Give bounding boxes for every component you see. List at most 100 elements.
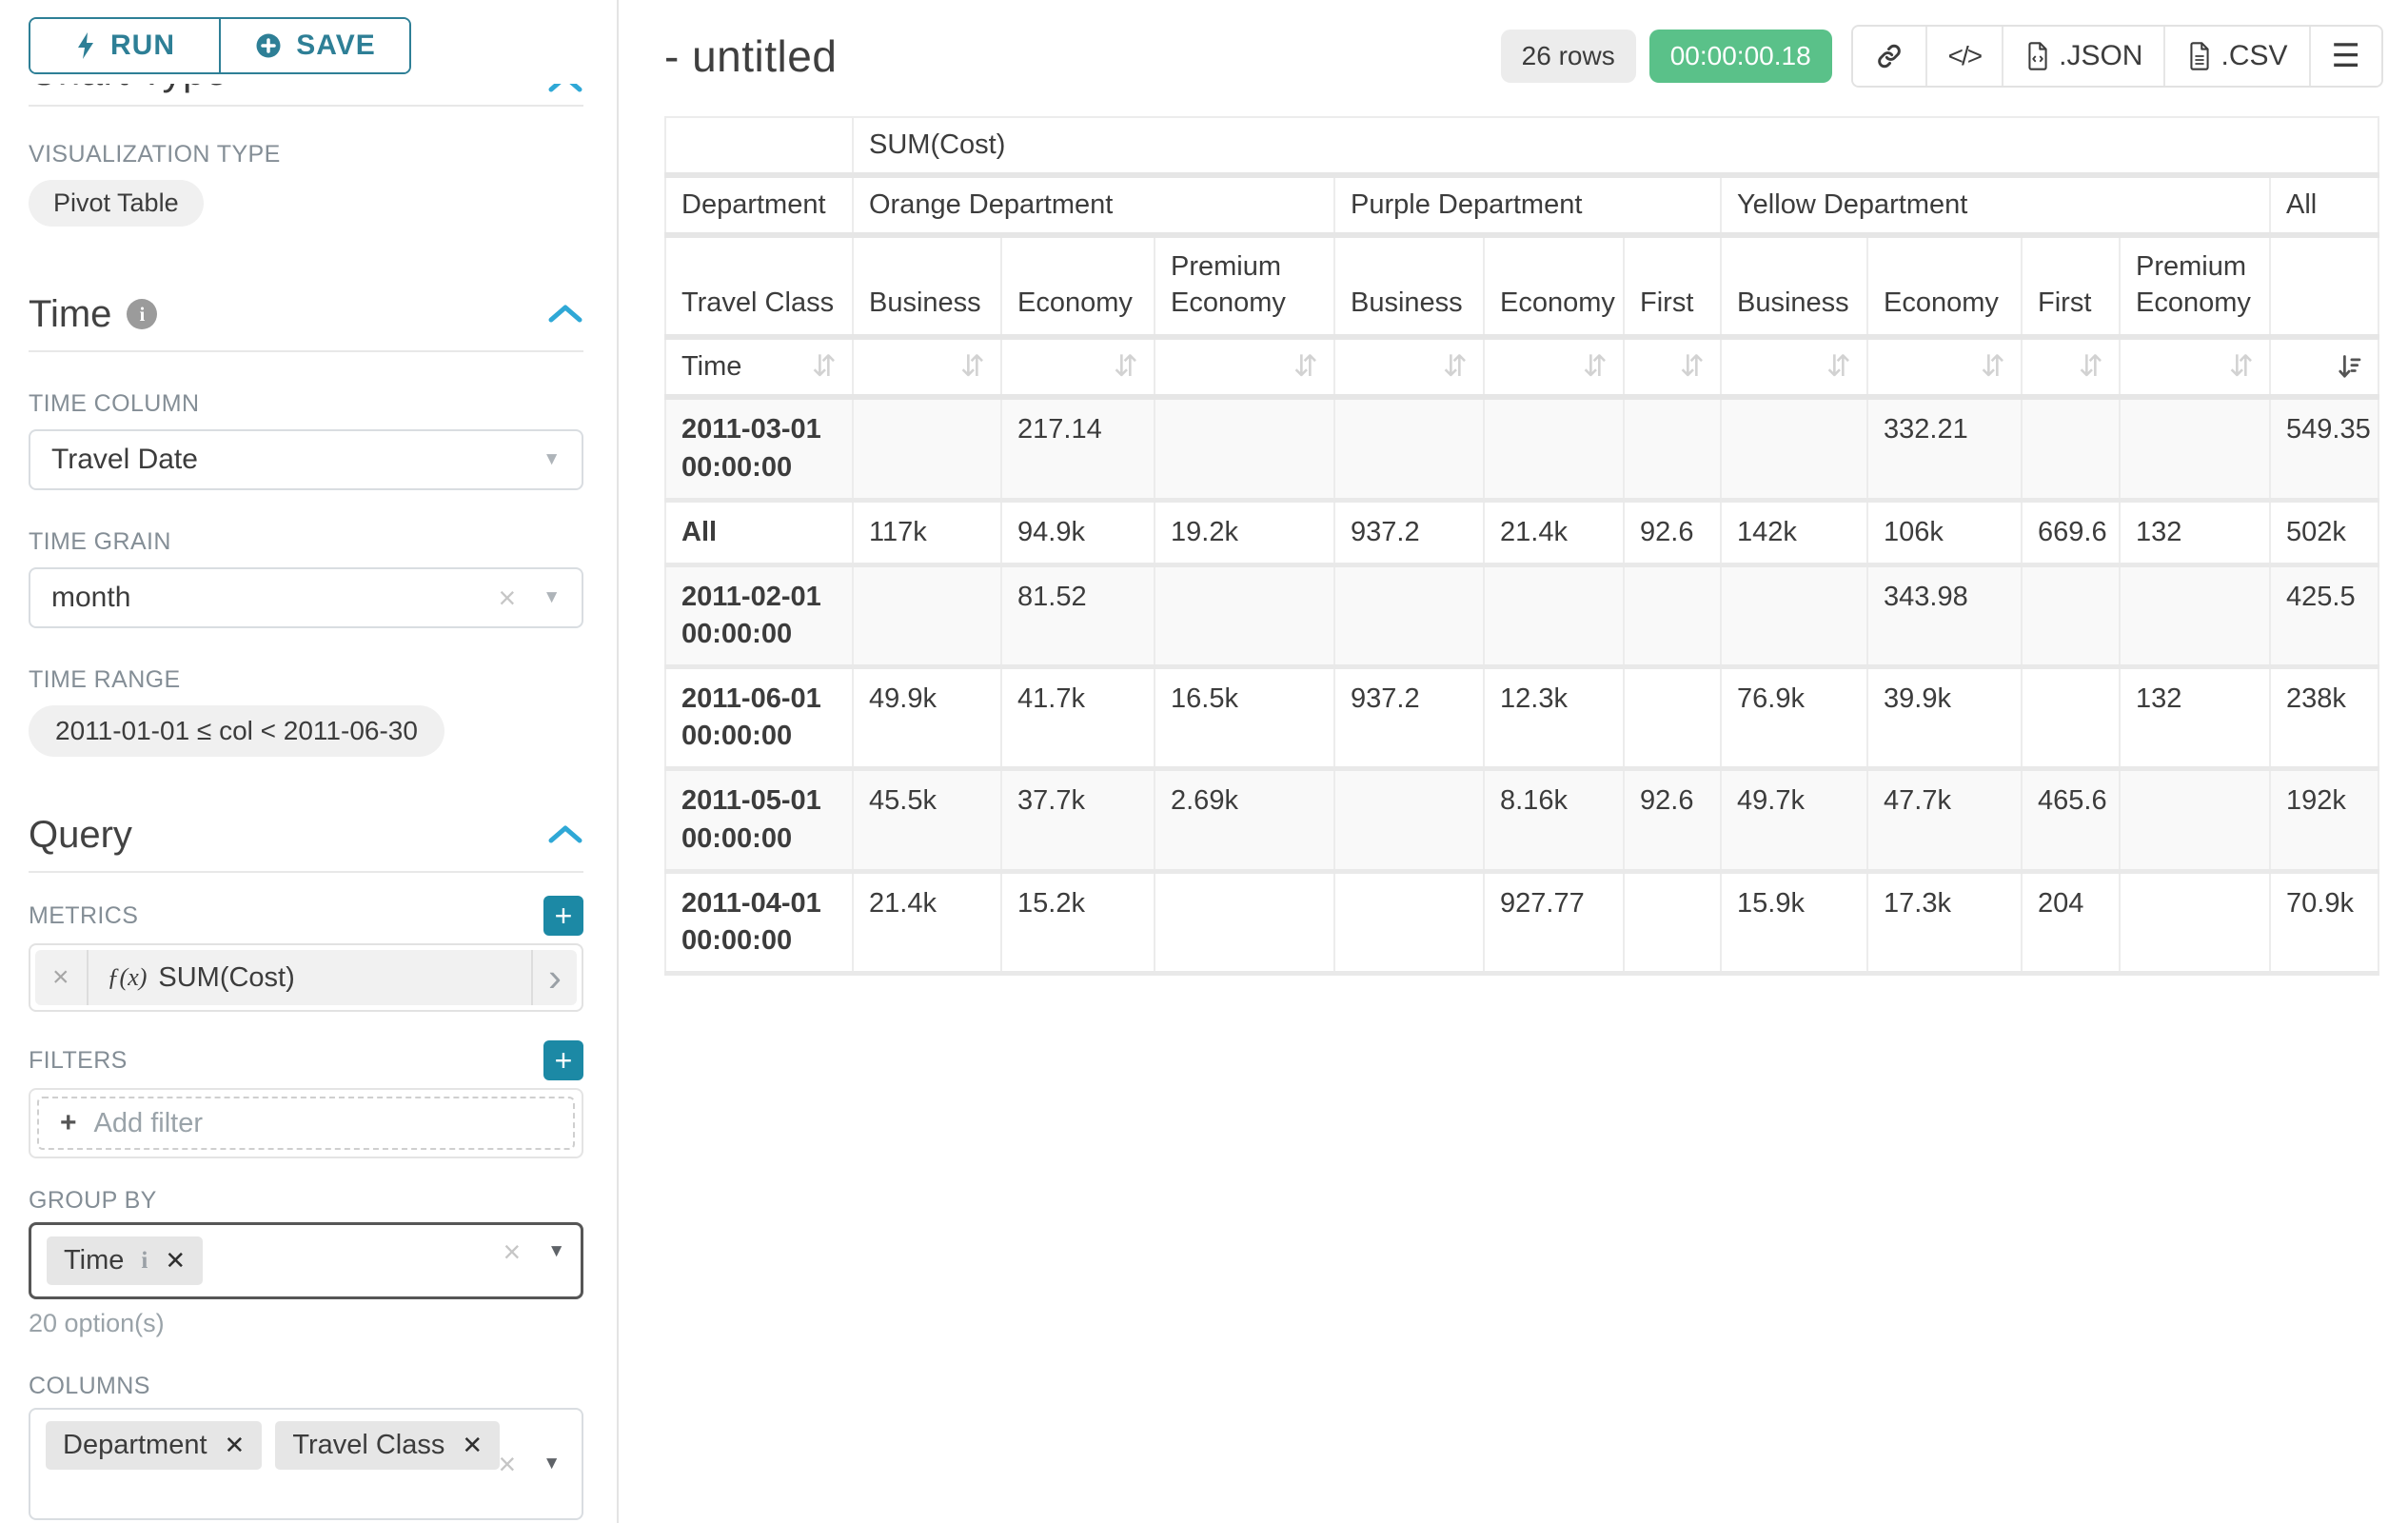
cell: 549.35 — [2268, 396, 2380, 502]
caret-down-icon[interactable]: ▼ — [543, 587, 561, 607]
sort-icon[interactable]: ⇵ — [812, 349, 837, 385]
sort-header[interactable]: ⇵ — [852, 336, 1002, 399]
cell: 47.7k — [1866, 767, 2023, 873]
columns-label: COLUMNS — [29, 1373, 150, 1399]
columns-tag-department[interactable]: Department ✕ — [46, 1421, 263, 1470]
sort-header[interactable]: ⇵ — [1720, 336, 1868, 399]
cell: 117k — [852, 499, 1002, 566]
add-filter-label: Add filter — [93, 1107, 203, 1138]
time-sort-header[interactable]: Time ⇵ — [664, 336, 854, 399]
group-by-tag-time[interactable]: Time i ✕ — [47, 1236, 204, 1285]
sort-icon[interactable]: ⇵ — [1293, 349, 1318, 385]
sort-icon[interactable]: ⇵ — [2079, 349, 2103, 385]
class-header: Economy — [1866, 233, 2023, 339]
clear-icon[interactable]: × — [498, 581, 517, 615]
sort-icon[interactable]: ⇵ — [1443, 349, 1468, 385]
columns-tag-travel-class[interactable]: Travel Class ✕ — [275, 1421, 501, 1470]
cell: 192k — [2268, 767, 2380, 873]
table-row: 2011-05-01 00:00:00 45.5k 37.7k 2.69k 8.… — [664, 767, 2380, 873]
sort-descending-icon[interactable] — [2336, 353, 2362, 382]
cell — [2119, 767, 2271, 873]
row-label: All — [664, 499, 854, 566]
department-header-cell: Department — [664, 174, 854, 236]
add-filter-button[interactable]: + Add filter — [37, 1097, 575, 1150]
clear-icon[interactable]: × — [498, 1447, 517, 1481]
sort-header[interactable]: ⇵ — [1483, 336, 1625, 399]
class-header: Business — [852, 233, 1002, 339]
time-grain-select[interactable]: month × ▼ — [29, 567, 583, 628]
cell: 238k — [2268, 665, 2380, 770]
cell: 937.2 — [1333, 665, 1485, 770]
cell: 343.98 — [1866, 564, 2023, 668]
sort-header-all[interactable] — [2268, 336, 2380, 399]
run-button[interactable]: RUN — [30, 19, 221, 72]
sort-icon[interactable]: ⇵ — [1583, 349, 1608, 385]
save-button[interactable]: SAVE — [221, 19, 409, 72]
chart-title[interactable]: - untitled — [664, 31, 838, 81]
sort-header[interactable]: ⇵ — [2021, 336, 2121, 399]
sort-icon[interactable]: ⇵ — [1826, 349, 1851, 385]
export-csv-button[interactable]: .CSV — [2163, 27, 2309, 86]
sort-icon[interactable]: ⇵ — [1680, 349, 1705, 385]
embed-code-button[interactable]: </> — [1924, 27, 2003, 86]
more-options-button[interactable]: ☰ — [2308, 27, 2381, 86]
sort-header[interactable]: ⇵ — [1623, 336, 1722, 399]
sort-icon[interactable]: ⇵ — [1114, 349, 1138, 385]
sort-header[interactable]: ⇵ — [2119, 336, 2271, 399]
remove-tag-icon[interactable]: ✕ — [165, 1246, 187, 1275]
info-icon[interactable]: i — [127, 299, 158, 329]
cell: 12.3k — [1483, 665, 1625, 770]
add-filter-plus-button[interactable]: + — [543, 1040, 583, 1080]
remove-metric-icon[interactable]: × — [35, 950, 89, 1005]
chart-header-actions: 26 rows 00:00:00.18 </> — [1500, 25, 2383, 88]
cell: 2.69k — [1154, 767, 1335, 873]
remove-tag-icon[interactable]: ✕ — [462, 1431, 484, 1459]
sort-icon[interactable]: ⇵ — [2229, 349, 2254, 385]
sort-header[interactable]: ⇵ — [1333, 336, 1485, 399]
filters-header-row: FILTERS + — [29, 1040, 583, 1080]
metrics-control: × ƒ(x) SUM(Cost) › — [29, 943, 583, 1012]
visualization-type-value[interactable]: Pivot Table — [29, 180, 204, 227]
caret-down-icon[interactable]: ▼ — [547, 1241, 565, 1261]
caret-down-icon[interactable]: ▼ — [543, 1454, 561, 1474]
class-header: Economy — [1000, 233, 1155, 339]
metric-pill[interactable]: × ƒ(x) SUM(Cost) › — [35, 950, 577, 1005]
sort-icon[interactable]: ⇵ — [960, 349, 985, 385]
remove-tag-icon[interactable]: ✕ — [224, 1431, 246, 1459]
time-range-value[interactable]: 2011-01-01 ≤ col < 2011-06-30 — [29, 705, 444, 757]
time-range-label: TIME RANGE — [29, 666, 181, 693]
clear-icon[interactable]: × — [503, 1235, 522, 1269]
chevron-right-icon[interactable]: › — [531, 950, 577, 1005]
sort-header[interactable]: ⇵ — [1154, 336, 1335, 399]
caret-down-icon[interactable]: ▼ — [543, 449, 561, 469]
columns-select[interactable]: Department ✕ Travel Class ✕ × ▼ — [29, 1408, 583, 1520]
cell: 39.9k — [1866, 665, 2023, 770]
action-bar: RUN SAVE — [0, 0, 615, 84]
pivot-table: SUM(Cost) Department Orange Department P… — [664, 116, 2380, 976]
sort-header[interactable]: ⇵ — [1000, 336, 1155, 399]
share-link-button[interactable] — [1852, 27, 1925, 86]
cell — [1623, 564, 1722, 668]
row-label: 2011-02-01 00:00:00 — [664, 564, 854, 668]
export-json-button[interactable]: .JSON — [2002, 27, 2164, 86]
cell: 45.5k — [852, 767, 1002, 873]
group-by-select[interactable]: Time i ✕ × ▼ — [29, 1222, 583, 1299]
time-column-label: TIME COLUMN — [29, 390, 200, 417]
class-header: Economy — [1483, 233, 1625, 339]
chart-panel: - untitled 26 rows 00:00:00.18 </> — [619, 0, 2408, 1523]
query-timer-badge: 00:00:00.18 — [1648, 30, 1832, 83]
sort-icon[interactable]: ⇵ — [1981, 349, 2005, 385]
table-row: 2011-03-01 00:00:00 217.14 332.21 549.35 — [664, 396, 2380, 502]
class-header: Business — [1720, 233, 1868, 339]
time-grain-value: month — [51, 582, 131, 613]
add-metric-button[interactable]: + — [543, 896, 583, 936]
chevron-up-icon[interactable] — [547, 303, 583, 326]
cell: 49.9k — [852, 665, 1002, 770]
file-json-icon — [2028, 42, 2047, 70]
section-divider — [29, 871, 583, 873]
class-header: Business — [1333, 233, 1485, 339]
sort-header[interactable]: ⇵ — [1866, 336, 2023, 399]
time-column-select[interactable]: Travel Date ▼ — [29, 429, 583, 490]
info-icon[interactable]: i — [141, 1247, 148, 1274]
chevron-up-icon[interactable] — [547, 823, 583, 846]
